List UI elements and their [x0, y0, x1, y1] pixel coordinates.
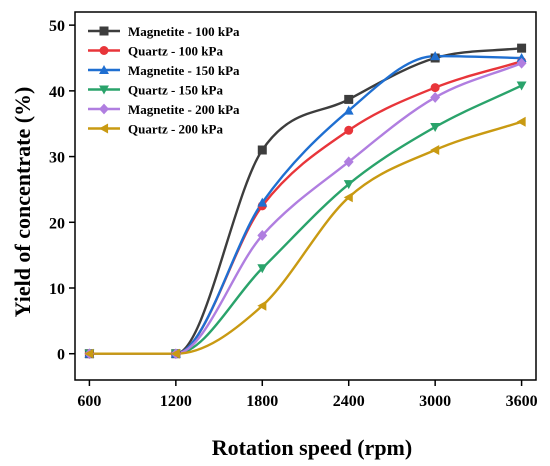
legend-item: Quartz - 200 kPa: [88, 122, 223, 137]
data-point: [257, 197, 268, 207]
fit-curve: [89, 120, 522, 355]
plot-frame: [74, 11, 537, 381]
legend-label: Magnetite - 100 kPa: [128, 24, 240, 39]
x-axis-ticks: 600 1200 1800 2400 3000 3600: [77, 380, 538, 410]
data-point: [516, 57, 527, 69]
y-tick-label: 40: [49, 84, 65, 101]
legend: Magnetite - 100 kPa Quartz - 100 kPa Magne…: [88, 24, 240, 137]
x-tick-label: 1800: [246, 393, 278, 410]
legend-marker: [99, 103, 109, 115]
x-tick-label: 3600: [506, 393, 538, 410]
data-point: [257, 300, 267, 311]
legend-label: Quartz - 150 kPa: [128, 83, 223, 98]
y-tick-label: 0: [57, 347, 65, 364]
legend-label: Quartz - 200 kPa: [128, 122, 223, 137]
legend-item: Magnetite - 200 kPa: [88, 102, 240, 117]
data-point: [430, 145, 440, 155]
data-point: [257, 145, 267, 155]
data-point: [430, 92, 441, 103]
data-point: [344, 94, 354, 104]
data-point: [430, 51, 441, 61]
data-point: [430, 122, 441, 132]
y-axis-title: Yield of concentrate (%): [10, 87, 35, 318]
data-point: [516, 116, 526, 127]
legend-label: Magnetite - 150 kPa: [128, 63, 240, 78]
data-point: [343, 156, 354, 168]
legend-item: Magnetite - 100 kPa: [88, 24, 240, 39]
legend-item: Magnetite - 150 kPa: [88, 63, 240, 78]
data-point: [430, 83, 440, 93]
x-tick-label: 1200: [160, 393, 192, 410]
legend-marker: [99, 65, 109, 75]
y-tick-label: 50: [49, 18, 65, 35]
y-tick-label: 10: [49, 281, 65, 298]
legend-marker: [99, 46, 109, 55]
data-point: [516, 53, 527, 63]
data-point: [257, 264, 268, 274]
data-point: [84, 348, 94, 359]
data-point: [517, 43, 527, 53]
data-point: [516, 81, 527, 91]
y-axis-ticks: 0 10 20 30 40 50: [49, 18, 75, 364]
legend-item: Quartz - 150 kPa: [88, 83, 223, 98]
legend-marker: [99, 26, 109, 36]
x-tick-label: 600: [77, 393, 101, 410]
y-tick-label: 20: [49, 215, 65, 232]
data-point: [257, 230, 268, 241]
data-markers: [84, 43, 527, 360]
x-tick-label: 3000: [419, 393, 451, 410]
y-tick-label: 30: [49, 150, 65, 167]
legend-marker: [99, 123, 109, 134]
legend-label: Magnetite - 200 kPa: [128, 102, 240, 117]
plot-area-border: [74, 11, 537, 381]
data-point: [344, 125, 354, 135]
data-point: [343, 105, 354, 115]
data-point: [343, 180, 354, 190]
x-tick-label: 2400: [333, 393, 365, 410]
data-point: [343, 192, 353, 203]
x-axis-title: Rotation speed (rpm): [212, 435, 412, 460]
legend-item: Quartz - 100 kPa: [88, 44, 223, 59]
fit-curve: [89, 54, 522, 355]
legend-label: Quartz - 100 kPa: [128, 44, 223, 59]
data-point: [170, 348, 180, 359]
legend-marker: [99, 85, 109, 95]
